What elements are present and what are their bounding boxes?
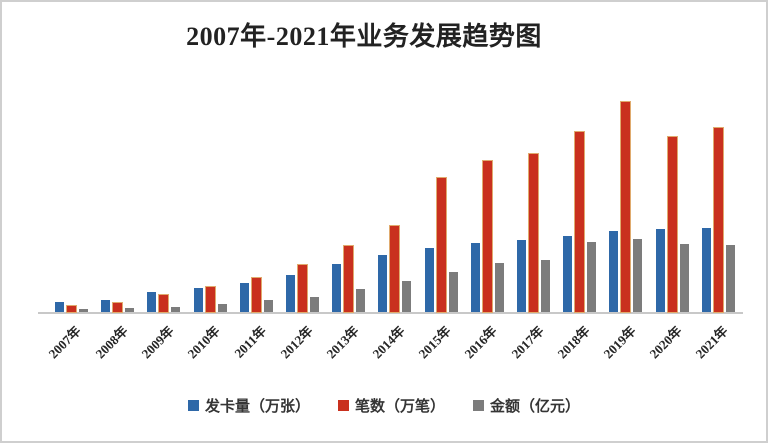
x-axis-label: 2009年 xyxy=(138,323,177,362)
bar-group-2008: 2008年 xyxy=(92,300,135,361)
bar-transactions-2019 xyxy=(620,101,632,313)
bar-transactions-2007 xyxy=(66,305,77,313)
bar-cards-2013 xyxy=(332,264,342,312)
bar-cards-2018 xyxy=(563,236,573,312)
bar-cards-2017 xyxy=(517,240,527,312)
bar-amount-2007 xyxy=(79,309,88,312)
bar-group-2014: 2014年 xyxy=(369,225,412,361)
x-axis-label: 2014年 xyxy=(369,323,408,362)
bar-cards-2021 xyxy=(701,228,711,312)
bar-amount-2019 xyxy=(633,239,643,312)
x-axis-label: 2019年 xyxy=(600,323,639,362)
bar-group-2013: 2013年 xyxy=(323,245,366,361)
bar-cards-2010 xyxy=(193,288,203,312)
bar-transactions-2012 xyxy=(297,264,309,313)
bar-group-2015: 2015年 xyxy=(416,177,458,361)
bar-group-2010: 2010年 xyxy=(185,286,227,361)
bar-group-2007: 2007年 xyxy=(46,302,88,361)
bar-transactions-2017 xyxy=(528,153,540,313)
bar-group-2011: 2011年 xyxy=(231,277,273,361)
bar-transactions-2018 xyxy=(574,131,586,313)
bar-amount-2017 xyxy=(541,260,551,312)
bar-amount-2010 xyxy=(217,304,227,312)
bar-amount-2018 xyxy=(587,242,597,312)
x-axis-label: 2007年 xyxy=(46,323,85,362)
bar-transactions-2014 xyxy=(389,225,401,313)
bar-amount-2016 xyxy=(494,263,504,312)
bar-transactions-2015 xyxy=(435,177,447,313)
chart-title: 2007年-2021年业务发展趋势图 xyxy=(186,22,542,51)
plot-groups: 2007年 2008年 2009年 2010年 2011年 2012年 2013年 2014年… xyxy=(38,92,743,361)
bar-cards-2012 xyxy=(286,275,296,312)
bar-cards-2019 xyxy=(609,231,619,312)
bar-amount-2011 xyxy=(263,300,273,312)
legend-item-amount: 金额（亿元） xyxy=(473,395,580,416)
x-axis-label: 2021年 xyxy=(692,323,732,362)
bar-group-2021: 2021年 xyxy=(693,127,735,361)
bar-amount-2008 xyxy=(125,308,135,312)
bar-cards-2016 xyxy=(470,243,480,312)
x-axis-label: 2012年 xyxy=(277,323,316,362)
bar-cards-2014 xyxy=(378,255,388,312)
bar-transactions-2011 xyxy=(250,277,262,313)
legend-swatch-transactions xyxy=(337,400,349,411)
bar-amount-2009 xyxy=(171,307,181,312)
x-axis-label: 2020年 xyxy=(646,323,685,362)
plot-area: 2007年 2008年 2009年 2010年 2011年 2012年 2013年 2014年… xyxy=(38,92,743,361)
x-axis-label: 2016年 xyxy=(461,323,501,362)
bar-group-2018: 2018年 xyxy=(554,131,597,361)
bar-group-2012: 2012年 xyxy=(277,264,320,361)
x-axis-label: 2011年 xyxy=(231,323,270,361)
legend-label-cards: 发卡量（万张） xyxy=(204,398,310,415)
legend-item-transactions: 笔数（万笔） xyxy=(337,395,445,416)
x-axis-label: 2017年 xyxy=(508,323,547,362)
x-axis-label: 2010年 xyxy=(184,323,223,362)
legend: 发卡量（万张） 笔数（万笔） 金额（亿元） xyxy=(2,395,766,416)
legend-item-cards: 发卡量（万张） xyxy=(187,395,310,416)
bar-amount-2021 xyxy=(725,245,735,312)
x-axis-label: 2018年 xyxy=(554,323,593,362)
bar-transactions-2021 xyxy=(712,127,724,313)
legend-swatch-amount xyxy=(473,400,484,411)
bar-group-2016: 2016年 xyxy=(462,160,504,361)
bar-group-2017: 2017年 xyxy=(508,153,551,361)
bar-group-2019: 2019年 xyxy=(600,101,643,361)
bar-amount-2020 xyxy=(679,244,689,312)
x-axis-label: 2015年 xyxy=(415,323,454,362)
bar-cards-2015 xyxy=(424,248,434,312)
legend-swatch-cards xyxy=(187,400,199,411)
bar-amount-2014 xyxy=(402,281,412,312)
x-axis-label: 2008年 xyxy=(92,323,131,362)
bar-amount-2015 xyxy=(448,272,458,312)
bar-cards-2008 xyxy=(101,300,111,312)
bar-group-2020: 2020年 xyxy=(647,136,689,361)
bar-cards-2009 xyxy=(147,292,157,312)
bar-transactions-2009 xyxy=(158,294,170,313)
bar-cards-2011 xyxy=(239,283,249,312)
legend-label-amount: 金额（亿元） xyxy=(490,398,581,415)
bar-group-2009: 2009年 xyxy=(138,292,181,361)
legend-label-transactions: 笔数（万笔） xyxy=(354,398,445,415)
bar-transactions-2013 xyxy=(343,245,355,313)
bar-amount-2012 xyxy=(310,297,320,312)
bar-transactions-2016 xyxy=(481,160,493,313)
bar-cards-2007 xyxy=(55,302,64,312)
bar-cards-2020 xyxy=(655,229,665,312)
bar-amount-2013 xyxy=(356,289,366,312)
x-axis-label: 2013年 xyxy=(323,323,362,362)
bar-transactions-2020 xyxy=(666,136,678,313)
bar-transactions-2010 xyxy=(204,286,216,313)
bar-transactions-2008 xyxy=(112,302,124,313)
